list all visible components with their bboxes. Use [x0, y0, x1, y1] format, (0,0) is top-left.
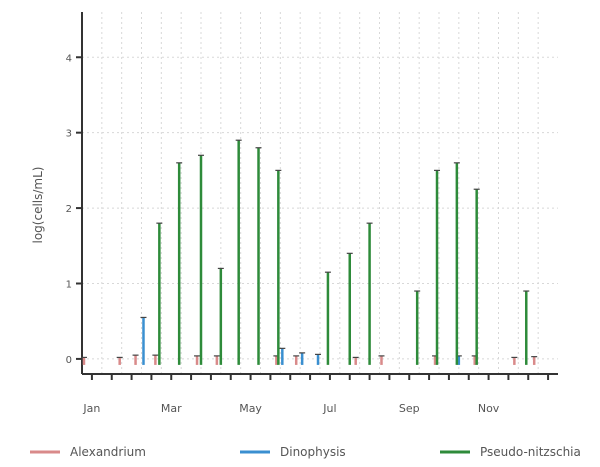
x-tick-label: Jul	[322, 402, 336, 415]
series-2	[156, 139, 530, 365]
series-1	[140, 316, 462, 365]
legend-label: Alexandrium	[70, 445, 146, 459]
x-tick-label: Nov	[478, 402, 500, 415]
grid-layer	[82, 12, 558, 374]
y-tick-label: 3	[66, 129, 72, 140]
series-0	[80, 354, 538, 365]
y-tick-label: 4	[66, 53, 72, 64]
y-tick-label: 0	[66, 355, 72, 366]
x-tick-label: Jan	[82, 402, 100, 415]
x-ticks-layer: Jan Mar May Jul Sep Nov	[82, 374, 550, 415]
marks-layer	[80, 139, 538, 365]
legend-label: Pseudo-nitzschia	[480, 445, 581, 459]
legend: Alexandrium Dinophysis Pseudo-nitzschia	[30, 445, 581, 459]
x-tick-label: Sep	[399, 402, 420, 415]
legend-label: Dinophysis	[280, 445, 346, 459]
x-tick-label: May	[239, 402, 262, 415]
x-tick-label: Mar	[161, 402, 182, 415]
y-axis-label: log(cells/mL)	[31, 167, 45, 244]
axes-layer	[81, 12, 558, 375]
y-tick-label: 2	[66, 204, 72, 215]
y-ticks-layer: 0 1 2 3 4	[66, 53, 82, 366]
y-tick-label: 1	[66, 280, 72, 291]
